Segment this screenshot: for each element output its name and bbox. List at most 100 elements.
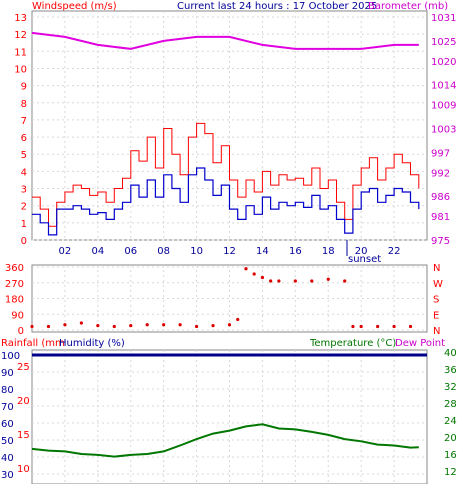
humidity-axis-title: Humidity (%) [59,338,125,349]
humidity-tick: 40 [1,453,14,464]
degree-tick: 180 [5,295,24,306]
rainfall-axis-title: Rainfall (mm [1,338,65,349]
direction-degree-labels: 360 270 180 90 0 [5,263,24,337]
direction-point [252,272,256,276]
compass-tick: N [433,263,440,274]
temperature-tick: 32 [444,382,457,393]
humidity-tick: 50 [1,436,14,447]
gust-series-line [32,122,420,227]
windspeed-tick: 11 [14,47,27,58]
windspeed-tick: 9 [21,82,27,93]
direction-point [392,324,396,329]
windspeed-tick: 1 [21,219,27,230]
compass-tick: S [433,295,439,306]
humidity-tick: 80 [1,385,14,396]
hour-tick: 18 [322,246,335,257]
rainfall-tick: 10 [17,464,30,475]
direction-point [236,317,240,322]
barometer-tick: 992 [431,168,450,179]
hour-tick: 22 [388,246,401,257]
windspeed-tick: 10 [14,64,27,75]
hour-tick: 20 [355,246,368,257]
windspeed-tick: 2 [21,202,27,213]
degree-tick: 360 [5,263,24,274]
direction-point [96,324,100,328]
hour-tick: 12 [223,246,236,257]
barometer-series-line [31,31,419,50]
hour-tick: 08 [157,246,170,257]
direction-point [310,279,314,283]
direction-point [269,279,273,283]
compass-tick: W [433,279,443,290]
compass-tick: N [433,326,440,337]
humidity-tick: 60 [1,419,14,430]
barometer-tick: 1020 [431,57,456,68]
dewpoint-axis-title: Dew Point [395,338,445,349]
windspeed-tick: 5 [21,150,27,161]
windspeed-tick: 8 [21,99,27,110]
direction-point [162,323,166,327]
temperature-series-line [31,423,419,458]
humidity-tick: 100 [1,351,20,362]
chart-title: Current last 24 hours : 17 October 2025 [177,1,377,12]
degree-tick: 90 [11,310,24,321]
barometer-tick: 1003 [431,125,456,136]
direction-point [79,321,83,325]
rainfall-tick-labels: 252015105 [17,362,30,475]
hour-tick-labels: 02 04 06 08 10 12 14 16 18 20 22 [59,246,401,257]
barometer-tick: 1014 [431,81,456,92]
humidity-tick: 30 [1,470,14,481]
rainfall-tick: 15 [17,430,30,441]
temperature-tick: 24 [444,416,457,427]
direction-point [194,324,199,329]
windspeed-tick: 0 [21,236,27,247]
windspeed-tick: 3 [21,185,27,196]
hour-tick: 04 [91,246,104,257]
hour-tick: 02 [59,246,72,257]
windspeed-tick: 6 [21,133,27,144]
direction-point [326,277,330,281]
direction-point [227,323,232,327]
barometer-tick: 1031 [431,13,456,24]
direction-point [351,324,355,329]
temperature-tick: 16 [444,450,457,461]
direction-point [46,324,51,329]
barometer-tick: 1025 [431,37,456,48]
direction-point [30,324,34,329]
hour-tick: 10 [190,246,203,257]
temperature-tick: 36 [444,365,457,376]
direction-point [211,324,215,328]
direction-point [129,324,133,328]
direction-point [63,323,67,327]
hour-tick: 06 [124,246,137,257]
degree-tick: 270 [5,279,24,290]
temperature-tick: 12 [444,467,457,478]
hour-tick: 14 [256,246,269,257]
direction-point [145,323,149,327]
temperature-tick: 28 [444,399,457,410]
direction-point [178,323,182,327]
windspeed-tick: 12 [14,30,27,41]
direction-point [376,324,380,329]
barometer-tick: 975 [431,236,450,247]
barometer-axis-title: Barometer (mb) [368,1,448,12]
direction-point [408,324,413,329]
compass-tick: E [433,310,439,321]
wind-series-line [32,167,420,236]
windspeed-tick: 13 [14,13,27,24]
direction-point [343,279,347,283]
temperature-tick-labels: 40363228242016128 [444,348,457,488]
barometer-tick: 1009 [431,101,456,112]
humidity-tick: 70 [1,402,14,413]
windspeed-tick: 4 [21,167,27,178]
direction-point [112,324,116,329]
temperature-tick: 20 [444,433,457,444]
humidity-tick-labels: 100 90 80 70 60 50 40 30 [1,351,20,481]
